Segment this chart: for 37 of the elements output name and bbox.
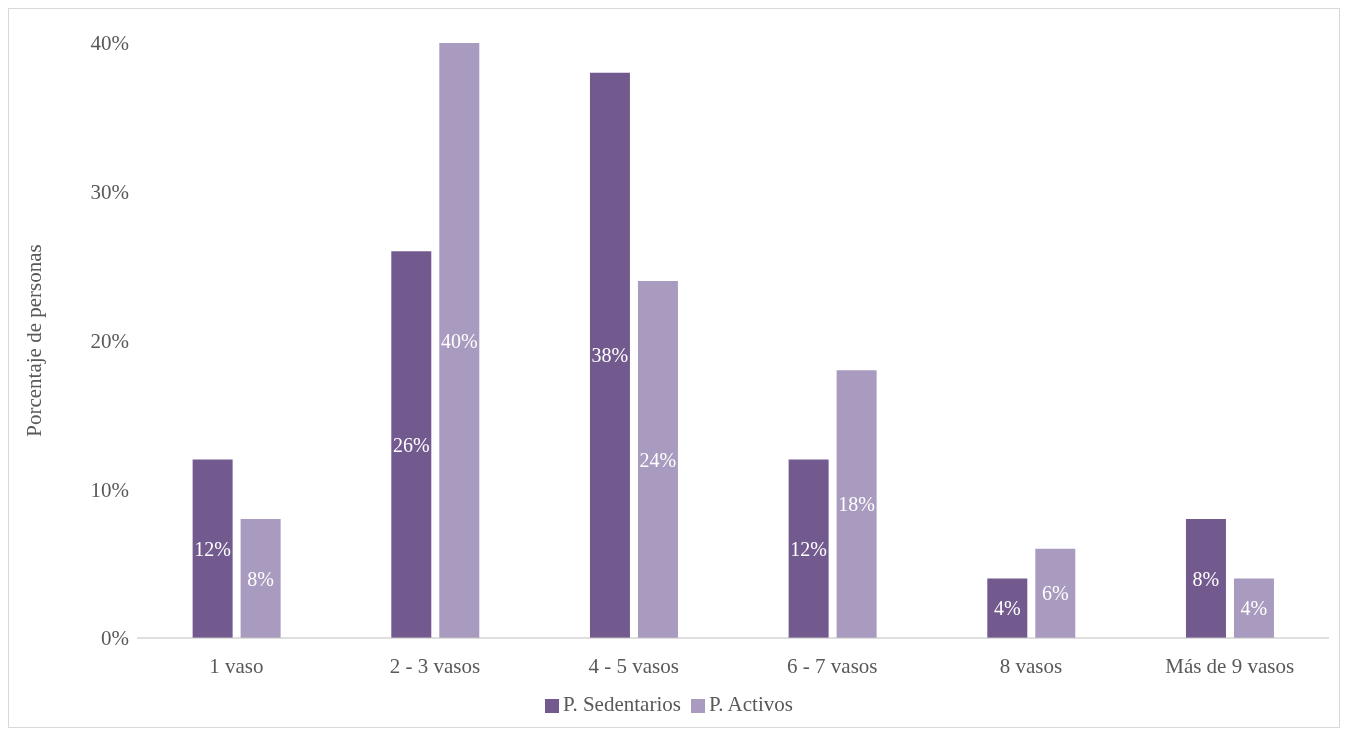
bar	[637, 281, 678, 638]
bar	[240, 519, 281, 638]
data-label: 4%	[993, 597, 1021, 620]
y-axis-title: Porcentaje de personas	[22, 244, 47, 437]
bar	[391, 251, 432, 638]
legend-label: P. Sedentarios	[563, 692, 681, 716]
bar	[1185, 519, 1226, 638]
bar	[987, 578, 1028, 638]
data-label: 6%	[1041, 582, 1069, 605]
bar	[1035, 548, 1076, 638]
data-label: 4%	[1240, 597, 1268, 620]
x-tick-label: 8 vasos	[999, 653, 1063, 678]
data-label: 24%	[639, 448, 677, 471]
y-tick-label: 40%	[90, 31, 129, 56]
y-tick-label: 20%	[90, 328, 129, 353]
x-tick-label: Más de 9 vasos	[1165, 653, 1295, 678]
bar	[589, 72, 630, 638]
data-label: 8%	[1192, 567, 1220, 590]
x-tick-label: 4 - 5 vasos	[588, 653, 679, 678]
data-label: 12%	[194, 537, 231, 560]
bar	[439, 43, 480, 638]
data-label: 12%	[790, 537, 827, 560]
data-label: 8%	[247, 567, 274, 590]
x-tick-label: 1 vaso	[209, 653, 264, 678]
bar	[788, 459, 829, 638]
bar	[192, 459, 233, 638]
legend-label: P. Activos	[708, 692, 793, 716]
data-label: 38%	[591, 344, 629, 367]
data-label: 26%	[392, 433, 430, 456]
x-tick-label: 6 - 7 vasos	[787, 653, 878, 678]
y-tick-label: 30%	[90, 180, 129, 205]
data-label: 18%	[838, 493, 875, 516]
x-tick-label: 2 - 3 vasos	[389, 653, 481, 678]
y-tick-label: 0%	[101, 626, 129, 651]
y-tick-label: 10%	[90, 477, 129, 502]
bar	[836, 370, 877, 638]
data-label: 40%	[440, 329, 478, 352]
